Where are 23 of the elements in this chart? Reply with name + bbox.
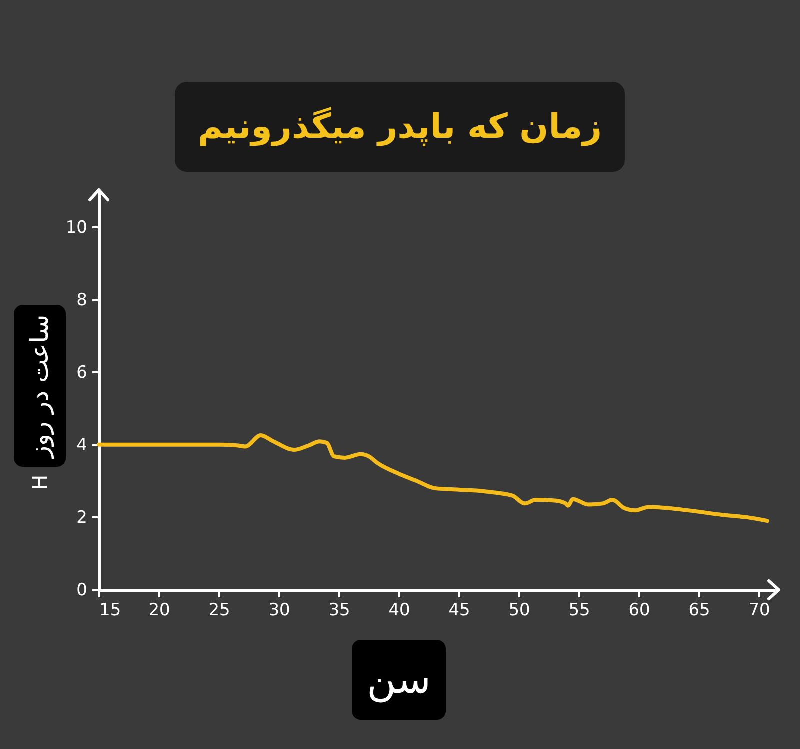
x-tick-label: 20 (148, 600, 170, 620)
line-series (97, 433, 770, 524)
y-tick-label: 4 (76, 435, 88, 456)
x-tick-label: 65 (688, 600, 710, 620)
y-tick-label: 10 (66, 218, 88, 238)
x-axis-title: سن (352, 640, 446, 720)
y-tick-label: 0 (76, 580, 88, 600)
chart-title: زمان که باپدر میگذرونیم (175, 82, 625, 172)
x-tick-label: 60 (628, 600, 650, 620)
y-axis-title: ساعت در روز (25, 314, 54, 458)
x-tick-label: 25 (208, 600, 230, 620)
y-tick-label: 8 (76, 290, 88, 310)
x-tick-label: 35 (328, 600, 350, 620)
x-tick-label: 70 (748, 600, 770, 620)
x-tick-label: 40 (388, 600, 410, 620)
x-tick-label: 15 (100, 600, 122, 620)
x-tick-label: 50 (508, 600, 530, 620)
x-tick-label: 55 (568, 600, 590, 620)
y-tick-label: 6 (76, 362, 88, 383)
text: H (28, 474, 52, 490)
x-tick-label: 45 (448, 600, 470, 620)
y-tick-label: 2 (76, 508, 88, 528)
x-tick-label: 30 (268, 600, 290, 620)
